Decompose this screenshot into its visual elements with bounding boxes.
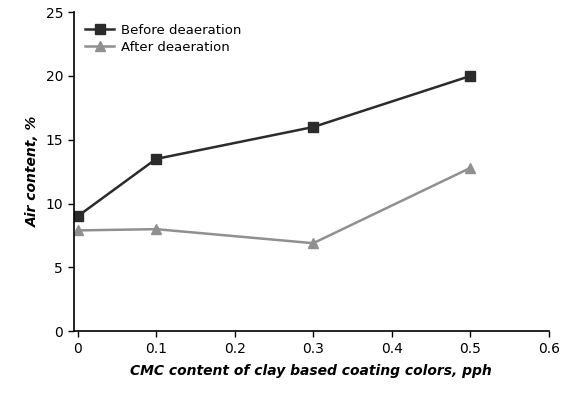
- After deaeration: [310, 241, 316, 246]
- After deaeration: [467, 166, 474, 170]
- X-axis label: CMC content of clay based coating colors, pph: CMC content of clay based coating colors…: [130, 364, 492, 378]
- Legend: Before deaeration, After deaeration: Before deaeration, After deaeration: [80, 19, 247, 59]
- After deaeration: [74, 228, 81, 233]
- Before deaeration: [467, 74, 474, 78]
- Before deaeration: [310, 124, 316, 129]
- Line: Before deaeration: Before deaeration: [72, 71, 475, 221]
- Before deaeration: [153, 156, 160, 161]
- Line: After deaeration: After deaeration: [72, 163, 475, 248]
- After deaeration: [153, 227, 160, 231]
- Before deaeration: [74, 214, 81, 219]
- Y-axis label: Air content, %: Air content, %: [26, 116, 40, 227]
